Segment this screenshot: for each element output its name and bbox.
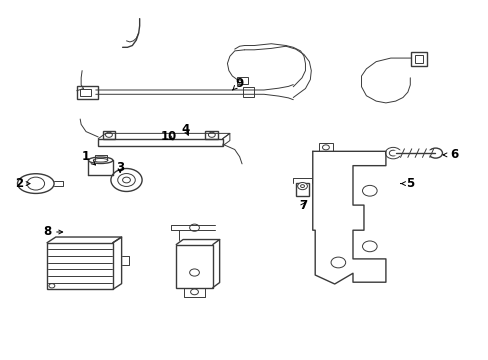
Text: 4: 4 (182, 123, 190, 136)
Circle shape (297, 183, 307, 190)
Bar (103, 131, 115, 139)
Text: 2: 2 (15, 177, 30, 190)
Circle shape (362, 241, 376, 252)
Text: 5: 5 (400, 177, 413, 190)
Circle shape (190, 289, 198, 295)
Circle shape (428, 148, 442, 158)
Circle shape (27, 177, 44, 190)
Text: 7: 7 (298, 199, 306, 212)
Bar (80, 89, 91, 96)
Bar (47, 243, 113, 289)
Circle shape (362, 185, 376, 196)
Circle shape (122, 177, 130, 183)
Ellipse shape (88, 157, 113, 163)
Text: 1: 1 (82, 150, 95, 165)
Bar (318, 143, 332, 151)
Text: 6: 6 (442, 148, 457, 161)
Circle shape (189, 269, 199, 276)
Circle shape (111, 168, 142, 192)
Circle shape (330, 257, 345, 268)
Circle shape (322, 145, 329, 150)
Circle shape (105, 132, 112, 137)
Bar (242, 87, 254, 97)
Text: 10: 10 (161, 130, 177, 144)
Circle shape (49, 284, 55, 288)
Bar (98, 139, 222, 146)
Circle shape (118, 174, 135, 186)
Bar (176, 244, 212, 288)
Circle shape (388, 150, 396, 156)
Ellipse shape (18, 174, 54, 193)
Text: 3: 3 (116, 161, 124, 174)
Circle shape (208, 132, 215, 137)
Circle shape (300, 185, 304, 188)
Bar (237, 77, 247, 84)
Bar (410, 51, 426, 66)
Bar (414, 55, 422, 63)
Circle shape (385, 147, 400, 159)
Bar (77, 86, 98, 99)
Bar (205, 131, 217, 139)
Text: 9: 9 (232, 77, 243, 90)
Text: 8: 8 (43, 225, 62, 238)
Circle shape (189, 224, 199, 231)
Bar (295, 183, 309, 196)
